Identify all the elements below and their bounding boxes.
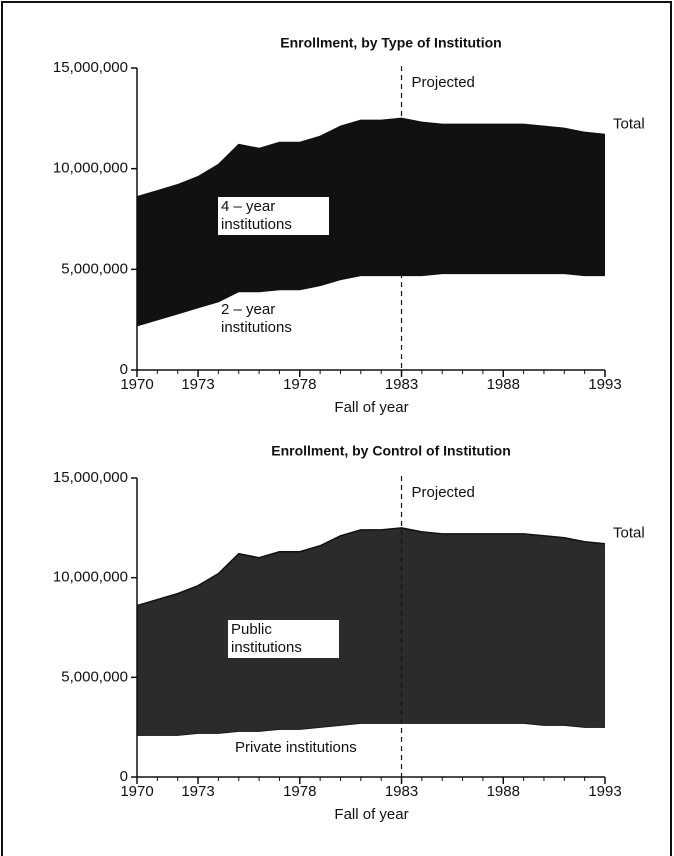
annotation: Projected (412, 484, 475, 501)
x-tick-label: 1978 (283, 376, 316, 393)
chart-title: Enrollment, by Type of Institution (280, 35, 501, 51)
x-tick-label: 1988 (487, 376, 520, 393)
x-tick-label: 1973 (181, 376, 214, 393)
x-tick-label: 1973 (181, 783, 214, 800)
x-tick-label: 1970 (120, 783, 153, 800)
total-label: Total (613, 115, 645, 132)
series-label: 2 – year institutions (221, 301, 292, 336)
y-tick-label: 10,000,000 (53, 569, 128, 586)
x-tick-label: 1970 (120, 376, 153, 393)
area-edge (136, 117, 606, 198)
x-axis-label: Fall of year (334, 399, 408, 416)
x-tick-label: 1993 (588, 376, 621, 393)
y-tick-label: 0 (120, 768, 128, 785)
x-tick-label: 1978 (283, 783, 316, 800)
x-tick-label: 1993 (588, 783, 621, 800)
annotation: Projected (412, 74, 475, 91)
x-tick-label: 1983 (385, 783, 418, 800)
total-label: Total (613, 525, 645, 542)
area-fill (137, 118, 605, 326)
chart-title: Enrollment, by Control of Institution (271, 443, 511, 459)
y-tick-label: 5,000,000 (61, 260, 128, 277)
x-tick-label: 1983 (385, 376, 418, 393)
area-fill (137, 723, 605, 777)
y-tick-label: 0 (120, 361, 128, 378)
x-axis-label: Fall of year (334, 806, 408, 823)
y-tick-label: 10,000,000 (53, 160, 128, 177)
area-edge (136, 527, 606, 607)
area-fill (137, 273, 605, 370)
area-fill (137, 527, 605, 736)
y-tick-label: 15,000,000 (53, 59, 128, 76)
y-tick-label: 5,000,000 (61, 668, 128, 685)
series-label: 4 – year institutions (218, 197, 329, 235)
series-label: Private institutions (235, 739, 357, 756)
y-tick-label: 15,000,000 (53, 469, 128, 486)
x-tick-label: 1988 (487, 783, 520, 800)
series-label: Public institutions (228, 620, 339, 658)
